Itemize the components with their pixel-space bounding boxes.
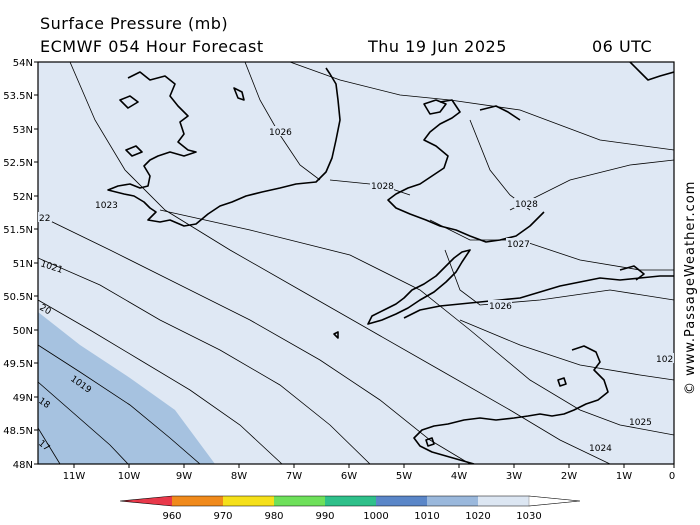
lon-label: 3W bbox=[506, 471, 522, 482]
anglesey bbox=[423, 99, 447, 115]
lat-label: 49N bbox=[13, 393, 33, 404]
lat-label: 52N bbox=[13, 192, 33, 203]
isobar-1020 bbox=[38, 299, 283, 464]
lon-label: 0 bbox=[669, 471, 675, 482]
credit-text: © www.PassageWeather.com bbox=[683, 181, 698, 395]
contour-label: 1028 bbox=[371, 182, 394, 192]
contour-label: 1026 bbox=[269, 128, 292, 138]
lon-label: 6W bbox=[341, 471, 357, 482]
lat-label: 50.5N bbox=[3, 292, 33, 303]
southwest-england-coast bbox=[367, 249, 471, 325]
lat-label: 52.5N bbox=[3, 158, 33, 169]
lat-label: 53.5N bbox=[3, 91, 33, 102]
lon-labels: 11W 10W 9W 8W 7W 6W 5W 4W 3W 2W 1W 0 bbox=[63, 471, 676, 482]
colorbar-label: 1020 bbox=[465, 511, 490, 522]
isobars bbox=[38, 62, 674, 464]
colorbar-label: 970 bbox=[213, 511, 232, 522]
england-north-coast bbox=[479, 105, 521, 121]
scilly bbox=[333, 331, 339, 339]
colorbar-label: 1010 bbox=[414, 511, 439, 522]
lat-label: 54N bbox=[13, 58, 33, 69]
colorbar-label: 990 bbox=[315, 511, 334, 522]
lat-label: 51.5N bbox=[3, 225, 33, 236]
map-title: Surface Pressure (mb) bbox=[40, 14, 229, 33]
isobar-1017 bbox=[38, 427, 61, 464]
ushant bbox=[425, 437, 435, 447]
contour-label: 22 bbox=[39, 214, 50, 224]
colorbar-label: 960 bbox=[162, 511, 181, 522]
isobar-1027 bbox=[429, 219, 674, 271]
ireland-coast bbox=[107, 67, 341, 227]
lat-label: 49.5N bbox=[3, 359, 33, 370]
contour-label: 102 bbox=[656, 355, 673, 365]
contour-labels: 1026 1028 1028 1027 1026 102 1025 1024 1… bbox=[36, 126, 674, 454]
lat-label: 51N bbox=[13, 259, 33, 270]
wales-coast bbox=[387, 99, 545, 243]
lon-label: 7W bbox=[286, 471, 302, 482]
colorbar-swatch bbox=[223, 496, 274, 506]
contour-label: 1028 bbox=[515, 200, 538, 210]
contour-label: 1027 bbox=[507, 240, 530, 250]
colorbar-swatch bbox=[427, 496, 478, 506]
contour-label: 1026 bbox=[489, 302, 512, 312]
low-pressure-area bbox=[38, 312, 215, 464]
colorbar-swatch bbox=[274, 496, 325, 506]
contour-label: 1025 bbox=[629, 418, 652, 428]
colorbar-swatch bbox=[376, 496, 427, 506]
lat-ticks bbox=[34, 61, 38, 465]
lat-labels: 54N 53.5N 53N 52.5N 52N 51.5N 51N 50.5N … bbox=[3, 58, 33, 471]
channel-islands bbox=[557, 377, 567, 387]
coastlines bbox=[107, 62, 674, 464]
lon-label: 4W bbox=[451, 471, 467, 482]
colorbar-label: 1000 bbox=[363, 511, 388, 522]
lat-label: 53N bbox=[13, 125, 33, 136]
isobar-1018 bbox=[38, 381, 129, 464]
contour-label: 1023 bbox=[95, 201, 118, 211]
contour-label: 1024 bbox=[589, 444, 612, 454]
lon-label: 8W bbox=[231, 471, 247, 482]
lon-label: 2W bbox=[561, 471, 577, 482]
lon-label: 5W bbox=[396, 471, 412, 482]
isobar-1019 bbox=[38, 344, 201, 464]
lat-label: 48N bbox=[13, 460, 33, 471]
colorbar-label: 980 bbox=[264, 511, 283, 522]
model-forecast-label: ECMWF 054 Hour Forecast bbox=[40, 37, 264, 56]
isobar-1023 bbox=[69, 62, 611, 464]
colorbar-swatch bbox=[325, 496, 376, 506]
forecast-date: Thu 19 Jun 2025 bbox=[368, 37, 507, 56]
lat-label: 48.5N bbox=[3, 426, 33, 437]
isle-of-man bbox=[233, 87, 245, 101]
ireland-west-islands bbox=[119, 95, 143, 157]
pressure-colorbar: 960 970 980 990 1000 1010 1020 1030 bbox=[119, 495, 581, 522]
lon-label: 11W bbox=[63, 471, 86, 482]
lon-label: 10W bbox=[118, 471, 141, 482]
colorbar-label: 1030 bbox=[516, 511, 541, 522]
thames-estuary bbox=[619, 265, 645, 281]
isobar-1022 bbox=[38, 214, 471, 464]
colorbar-swatch bbox=[478, 496, 529, 506]
colorbar-low-cap bbox=[120, 496, 172, 506]
isobar-1021 bbox=[38, 257, 371, 464]
forecast-time: 06 UTC bbox=[592, 37, 653, 56]
colorbar-swatch bbox=[172, 496, 223, 506]
north-coast bbox=[629, 62, 674, 81]
isobar-1025 bbox=[459, 319, 674, 381]
lon-ticks bbox=[73, 464, 675, 468]
colorbar-high-cap bbox=[528, 495, 581, 507]
lon-label: 1W bbox=[616, 471, 632, 482]
normandy-coast bbox=[413, 345, 609, 464]
lat-label: 50N bbox=[13, 326, 33, 337]
south-england-coast bbox=[403, 275, 674, 319]
lon-label: 9W bbox=[176, 471, 192, 482]
isobar-1024 bbox=[159, 209, 674, 436]
isobar-ridge-2 bbox=[509, 159, 674, 211]
